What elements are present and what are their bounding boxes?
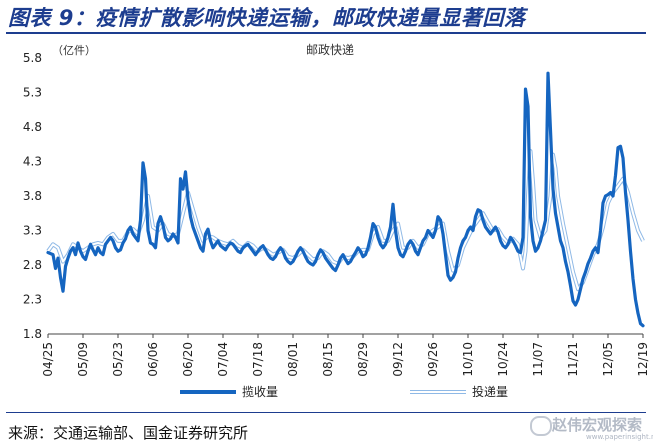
y-axis-unit-label: （亿件） xyxy=(52,44,96,57)
x-tick-label: 11/07 xyxy=(531,342,545,377)
x-tick-label: 04/25 xyxy=(41,342,55,377)
x-tick-label: 10/10 xyxy=(461,342,475,377)
y-tick-label: 2.3 xyxy=(23,293,42,307)
y-tick-label: 2.8 xyxy=(23,258,42,272)
x-tick-label: 06/20 xyxy=(181,342,195,377)
x-tick-label: 12/05 xyxy=(601,342,615,377)
x-tick-label: 08/15 xyxy=(321,342,335,377)
x-tick-label: 06/06 xyxy=(146,342,160,377)
y-tick-label: 5.3 xyxy=(23,86,42,100)
watermark-text: 赵伟宏观探索 xyxy=(552,416,643,434)
x-tick-label: 08/01 xyxy=(286,342,300,377)
source-rule xyxy=(6,412,646,413)
x-tick-label: 12/19 xyxy=(636,342,650,377)
watermark-url: www.paperinsight.net xyxy=(586,433,653,441)
y-axis: （亿件） xyxy=(52,44,96,57)
series-line-pickups xyxy=(46,71,645,328)
watermark: 赵伟宏观探索 www.paperinsight.net xyxy=(528,414,653,444)
legend: 揽收量 投递量 xyxy=(180,384,508,399)
figure-source: 来源：交通运输部、国金证券研究所 xyxy=(8,424,249,442)
y-tick-label: 4.3 xyxy=(23,155,42,169)
figure-title: 图表 9：疫情扩散影响快递运输，邮政快递量显著回落 xyxy=(8,6,526,30)
x-tick-label: 05/09 xyxy=(76,342,90,377)
x-tick-label: 05/23 xyxy=(111,342,125,377)
title-rule xyxy=(6,32,646,34)
y-tick-label: 3.3 xyxy=(23,224,42,238)
y-tick-label: 5.8 xyxy=(23,51,42,65)
y-tick-label: 3.8 xyxy=(23,189,42,203)
x-tick-label: 08/29 xyxy=(356,342,370,377)
y-tick-label: 1.8 xyxy=(23,327,42,341)
legend-label-deliveries: 投递量 xyxy=(472,384,508,399)
chart-title: 邮政快递 xyxy=(306,43,354,57)
x-tick-label: 07/18 xyxy=(251,342,265,377)
plot-series xyxy=(46,71,645,328)
line-chart: （亿件） 邮政快递 1.8 2.3 2.8 3.3 3.8 4.3 4.8 5.3 5.8 04… xyxy=(23,43,650,399)
x-tick-label: 10/24 xyxy=(496,342,510,377)
x-tick-label: 07/04 xyxy=(216,342,230,377)
y-tick-labels: 1.8 2.3 2.8 3.3 3.8 4.3 4.8 5.3 5.8 xyxy=(23,51,42,341)
x-tick-label: 09/12 xyxy=(391,342,405,377)
x-tick-label: 09/26 xyxy=(426,342,440,377)
y-tick-label: 4.8 xyxy=(23,120,42,134)
figure-header: 图表 9：疫情扩散影响快递运输，邮政快递量显著回落 xyxy=(0,0,653,32)
legend-label-pickups: 揽收量 xyxy=(242,385,278,399)
x-tick-labels: 04/25 05/09 05/23 06/06 06/20 07/04 07/18 08/01… xyxy=(41,334,650,377)
x-tick-label: 11/21 xyxy=(566,342,580,377)
wechat-logo-icon xyxy=(530,416,552,436)
